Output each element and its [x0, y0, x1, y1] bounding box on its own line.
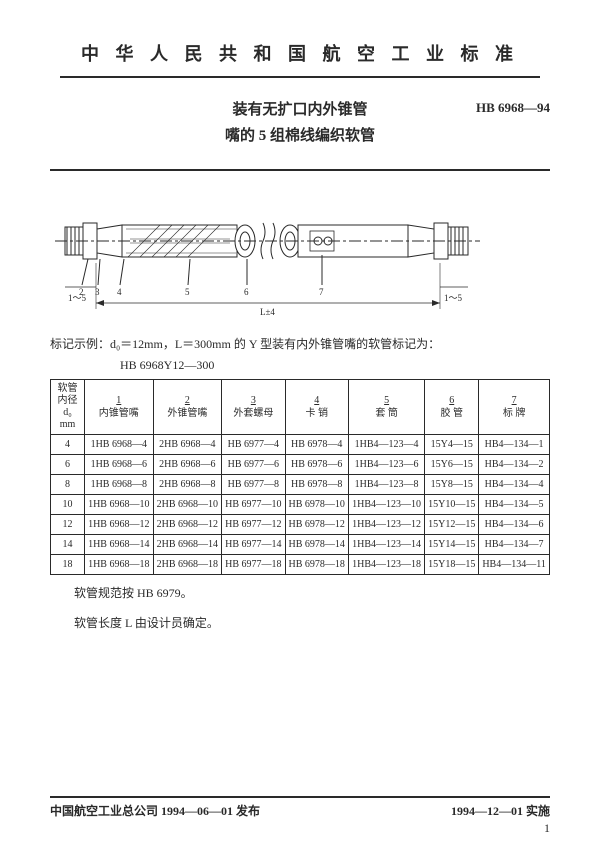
table-row: 121HB 6968—122HB 6968—12HB 6977—12HB 697… — [51, 515, 550, 535]
table-row: 181HB 6968—182HB 6968—18HB 6977—18HB 697… — [51, 555, 550, 575]
col-2: 2外锥管嘴 — [153, 380, 222, 435]
col-1: 1内锥管嘴 — [85, 380, 154, 435]
table-row: 41HB 6968—42HB 6968—4HB 6977—4HB 6978—41… — [51, 435, 550, 455]
svg-text:1～5: 1～5 — [68, 293, 87, 303]
spec-table: 软管 内径 d₀ mm 1内锥管嘴 2外锥管嘴 3外套螺母 4卡 销 5套 筒 … — [50, 379, 550, 575]
section-rule — [50, 169, 550, 171]
svg-text:3: 3 — [95, 287, 100, 297]
table-row: 141HB 6968—142HB 6968—14HB 6977—14HB 697… — [51, 535, 550, 555]
col-6: 6胶 管 — [425, 380, 479, 435]
title-block: 装有无扩口内外锥管 嘴的 5 组棉线编织软管 HB 6968—94 — [50, 98, 550, 149]
row-header: 软管 内径 d₀ mm — [51, 380, 85, 435]
footer-effective: 1994—12—01 实施 — [451, 802, 550, 819]
page-number: 1 — [50, 821, 550, 836]
table-row: 61HB 6968—62HB 6968—6HB 6977—6HB 6978—61… — [51, 455, 550, 475]
svg-text:1～5: 1～5 — [444, 293, 463, 303]
col-4: 4卡 销 — [285, 380, 348, 435]
org-header: 中 华 人 民 共 和 国 航 空 工 业 标 准 — [50, 40, 550, 66]
table-row: 101HB 6968—102HB 6968—10HB 6977—10HB 697… — [51, 495, 550, 515]
note-2: 软管长度 L 由设计员确定。 — [50, 613, 550, 635]
svg-text:L±4: L±4 — [260, 307, 275, 317]
table-row: 81HB 6968—82HB 6968—8HB 6977—8HB 6978—81… — [51, 475, 550, 495]
note-1: 软管规范按 HB 6979。 — [50, 583, 550, 605]
page-footer: 中国航空工业总公司 1994—06—01 发布 1994—12—01 实施 1 — [50, 796, 550, 836]
marking-example-label: 标记示例：d₀＝12mm，L＝300mm 的 Y 型装有内外锥管嘴的软管标记为： — [50, 335, 550, 354]
svg-text:4: 4 — [117, 287, 122, 297]
header-rule — [60, 76, 540, 78]
col-5: 5套 筒 — [348, 380, 424, 435]
title-line-2: 嘴的 5 组棉线编织软管 — [50, 124, 550, 150]
footer-issued: 中国航空工业总公司 1994—06—01 发布 — [50, 802, 260, 819]
marking-example-code: HB 6968Y12—300 — [120, 358, 550, 373]
col-3: 3外套螺母 — [222, 380, 285, 435]
svg-text:5: 5 — [185, 287, 190, 297]
svg-text:6: 6 — [244, 287, 249, 297]
col-7: 7标 牌 — [479, 380, 550, 435]
svg-text:7: 7 — [319, 287, 324, 297]
technical-diagram: 2 3 4 5 6 7 1～5 1～5 L±4 — [50, 189, 550, 319]
standard-code: HB 6968—94 — [476, 100, 550, 116]
